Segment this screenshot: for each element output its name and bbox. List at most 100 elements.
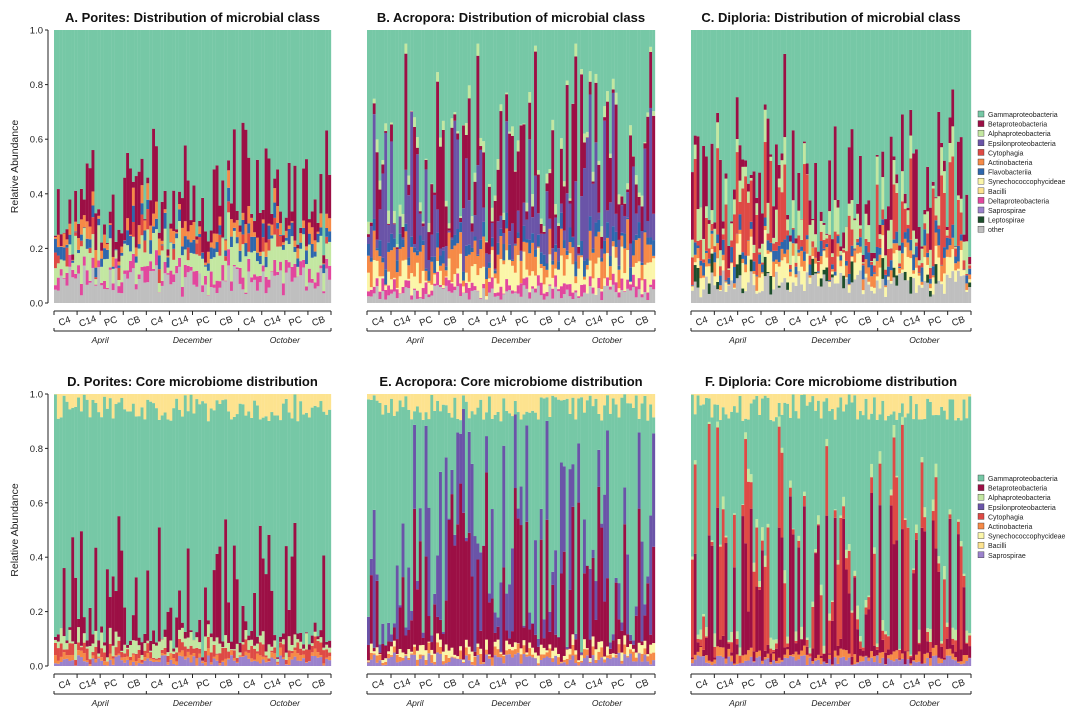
bar-segment-alphaproteobacteria — [643, 142, 647, 144]
bar-segment-betaproteobacteria — [528, 102, 532, 140]
bar-segment-gammaproteobacteria — [88, 30, 92, 169]
bar-segment-betaproteobacteria — [881, 639, 885, 653]
bar-segment-betaproteobacteria — [775, 648, 778, 661]
bar-segment-other — [424, 293, 428, 303]
bar-segment-cytophagia — [937, 225, 941, 230]
bar-segment-other — [247, 271, 251, 303]
bar-segment-flavobacteriia — [502, 244, 506, 261]
bar-segment-alphaproteobacteria — [831, 253, 834, 257]
bar-segment-saprospirae — [384, 664, 388, 666]
bar-segment-betaproteobacteria — [293, 165, 297, 241]
bar-segment-actinobacteria — [316, 231, 320, 234]
bar-segment-bacilli — [316, 394, 320, 408]
bar-segment-saprospirae — [198, 657, 202, 666]
bar-segment-gammaproteobacteria — [791, 30, 795, 131]
bar-segment-betaproteobacteria — [328, 174, 332, 219]
bar-segment-betaproteobacteria — [372, 647, 376, 652]
bar-segment-epsilonproteobacteria — [568, 469, 572, 590]
bar-segment-gammaproteobacteria — [68, 409, 72, 628]
bar-segment-synechococcophycideae — [721, 260, 725, 271]
bar-segment-deltaproteobacteria — [629, 284, 633, 291]
bar-segment-alphaproteobacteria — [727, 640, 731, 643]
bar-segment-gammaproteobacteria — [585, 400, 589, 566]
bar-segment-flavobacteriia — [204, 265, 208, 267]
bar-segment-gammaproteobacteria — [617, 417, 621, 584]
bar-segment-actinobacteria — [539, 263, 543, 269]
bar-segment-other — [710, 272, 714, 303]
bar-segment-betaproteobacteria — [853, 577, 857, 655]
bar-segment-actinobacteria — [856, 662, 860, 664]
bar-segment-saprospirae — [302, 658, 306, 666]
bar-segment-gammaproteobacteria — [103, 30, 107, 225]
bar-segment-synechococcophycideae — [895, 250, 899, 276]
bar-segment-flavobacteriia — [629, 267, 633, 282]
bar-segment-alphaproteobacteria — [114, 250, 118, 259]
bar-segment-alphaproteobacteria — [74, 235, 78, 274]
bar-segment-gammaproteobacteria — [224, 399, 228, 520]
bar-segment-actinobacteria — [797, 252, 801, 257]
bar-segment-alphaproteobacteria — [747, 191, 750, 203]
bar-segment-gammaproteobacteria — [54, 30, 58, 236]
bar-segment-cytophagia — [957, 521, 960, 535]
x-site-label: C4 — [881, 677, 896, 691]
bar-segment-gammaproteobacteria — [487, 30, 491, 185]
bar-segment-deltaproteobacteria — [620, 278, 624, 291]
bar-segment-flavobacteriia — [931, 266, 935, 276]
bar-segment-flavobacteriia — [606, 222, 610, 238]
bar-segment-gammaproteobacteria — [430, 394, 434, 636]
bar-segment-cytophagia — [940, 643, 944, 647]
bar-segment-saprospirae — [831, 665, 834, 666]
bar-segment-gammaproteobacteria — [71, 407, 75, 538]
bar-segment-betaproteobacteria — [180, 622, 184, 628]
bar-segment-bacilli — [733, 394, 736, 407]
bar-segment-gammaproteobacteria — [74, 406, 78, 578]
bar-segment-saprospirae — [637, 653, 641, 666]
bar-segment-epsilonproteobacteria — [551, 248, 555, 261]
bar-segment-other — [597, 288, 601, 303]
bar-segment-alphaproteobacteria — [892, 160, 896, 185]
bar-segment-actinobacteria — [545, 652, 549, 657]
bar-segment-other — [833, 283, 837, 303]
bar-segment-epsilonproteobacteria — [534, 540, 538, 635]
bar-segment-other — [811, 275, 815, 303]
bar-segment-deltaproteobacteria — [134, 284, 138, 290]
bar-segment-alphaproteobacteria — [189, 632, 193, 646]
bar-segment-deltaproteobacteria — [369, 289, 373, 297]
bar-segment-betaproteobacteria — [557, 637, 561, 654]
bar-segment-alphaproteobacteria — [221, 647, 225, 648]
bar-segment-gammaproteobacteria — [476, 30, 480, 44]
bar-segment-synechococcophycideae — [410, 273, 414, 296]
bar-segment-alphaproteobacteria — [307, 244, 311, 269]
bar-segment-cytophagia — [94, 646, 98, 660]
bar-segment-alphaproteobacteria — [103, 645, 107, 653]
bar-segment-actinobacteria — [473, 240, 477, 265]
bar-segment-flavobacteriia — [585, 258, 589, 266]
bar-segment-bacilli — [255, 394, 260, 406]
bar-segment-other — [279, 270, 283, 303]
bar-segment-alphaproteobacteria — [912, 230, 916, 255]
bar-segment-other — [97, 267, 101, 303]
bar-segment-actinobacteria — [485, 279, 489, 297]
bar-segment-other — [218, 287, 222, 303]
bar-segment-epsilonproteobacteria — [473, 536, 477, 652]
legend-entry: Epsilonproteobacteria — [988, 141, 1056, 148]
bar-segment-flavobacteriia — [895, 231, 899, 244]
bar-segment-other — [775, 271, 778, 303]
bar-segment-cytophagia — [56, 255, 60, 264]
bar-segment-bacilli — [606, 394, 610, 396]
bar-segment-flavobacteriia — [117, 265, 121, 268]
bar-segment-gammaproteobacteria — [761, 30, 764, 214]
bar-segment-alphaproteobacteria — [867, 595, 871, 598]
bar-segment-flavobacteriia — [948, 238, 952, 246]
bar-segment-synechococcophycideae — [496, 639, 500, 650]
bar-segment-flavobacteriia — [270, 235, 274, 239]
bar-segment-synechococcophycideae — [436, 633, 440, 643]
bar-segment-synechococcophycideae — [462, 659, 466, 663]
bar-segment-betaproteobacteria — [313, 199, 317, 241]
bar-segment-alphaproteobacteria — [923, 507, 927, 518]
bar-segment-synechococcophycideae — [710, 249, 714, 254]
bar-segment-betaproteobacteria — [453, 114, 457, 121]
bar-segment-flavobacteriia — [620, 232, 624, 236]
bar-segment-leptospirae — [968, 282, 972, 288]
x-site-label: CB — [126, 314, 142, 329]
